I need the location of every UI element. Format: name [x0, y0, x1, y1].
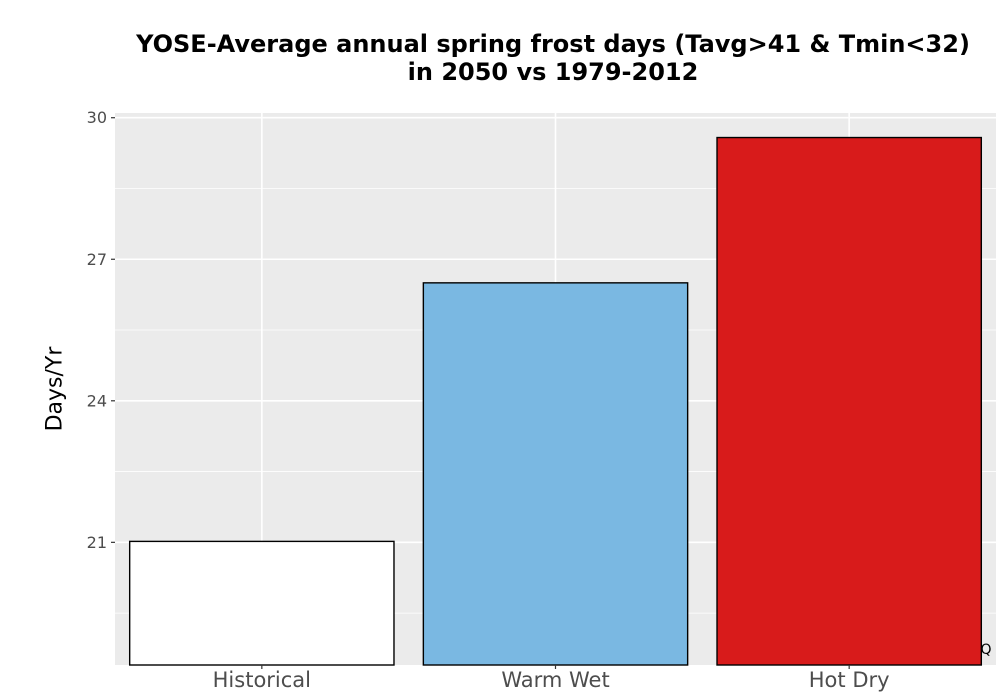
y-tick-label: 21 — [87, 533, 107, 552]
y-tick-label: 24 — [87, 391, 107, 410]
x-tick-label: Warm Wet — [501, 668, 609, 692]
x-axis: Historical Warm Wet Hot Dry — [213, 665, 890, 692]
chart-title: YOSE-Average annual spring frost days (T… — [100, 30, 1000, 86]
chart-title-line-2: in 2050 vs 1979-2012 — [407, 58, 699, 86]
x-tick-label: Historical — [213, 668, 311, 692]
bar-historical — [128, 540, 395, 666]
corner-label: Q — [980, 642, 991, 658]
chart-title-line-1: YOSE-Average annual spring frost days (T… — [136, 30, 970, 58]
bar-warm-wet — [422, 282, 689, 666]
bars — [128, 136, 983, 666]
x-tick-label: Hot Dry — [809, 668, 890, 692]
y-axis-label: Days/Yr — [43, 346, 68, 432]
y-tick-label: 27 — [87, 250, 107, 269]
y-axis: 21 24 27 30 — [87, 108, 115, 552]
y-tick-label: 30 — [87, 108, 107, 127]
bar-hot-dry — [716, 136, 983, 666]
